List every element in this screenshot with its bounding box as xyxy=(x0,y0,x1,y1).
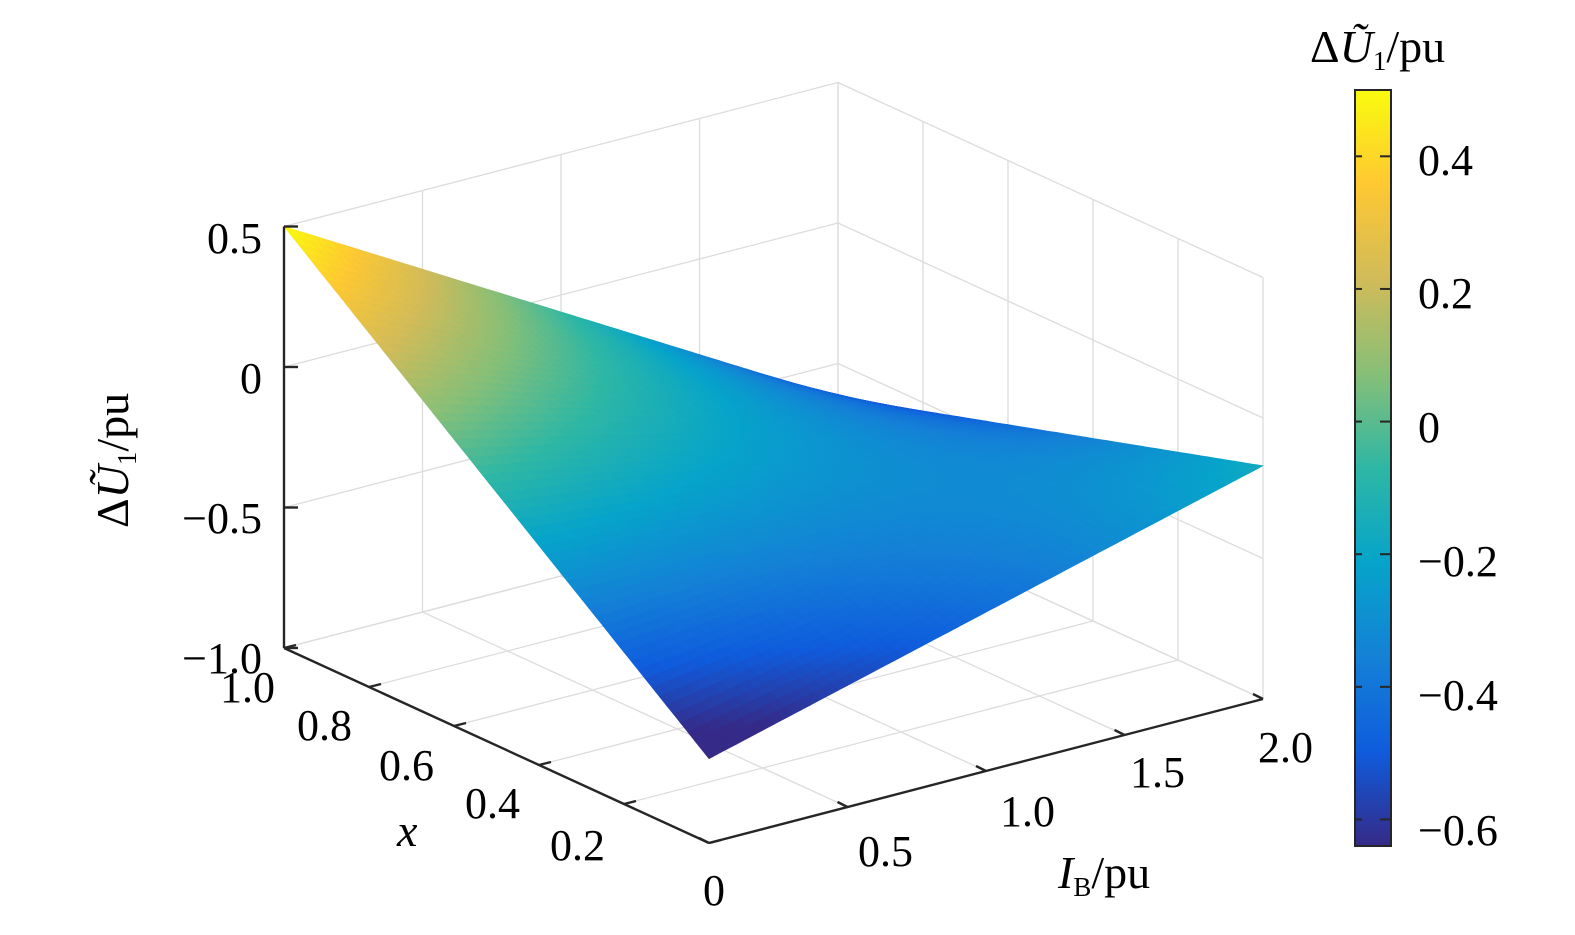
z-axis-ticks: 0.5 0 −0.5 −1.0 xyxy=(182,214,262,683)
colorbar-label-var: Ũ xyxy=(1340,21,1376,72)
y-tick-label: 2.0 xyxy=(1258,723,1313,772)
colorbar-tick-label: 0.2 xyxy=(1418,269,1473,318)
y-tick xyxy=(836,800,849,809)
colorbar-ticks xyxy=(1355,155,1391,821)
colorbar-label-prefix: Δ xyxy=(1310,21,1340,72)
wall-grid-line xyxy=(837,222,1264,419)
x-tick xyxy=(453,721,467,728)
y-tick xyxy=(1113,728,1126,737)
x-tick-label: 1.0 xyxy=(220,663,275,712)
colorbar-tick-label: −0.2 xyxy=(1418,537,1498,586)
wall-grid-line xyxy=(837,81,1264,279)
y-axis-label: IB/pu xyxy=(1057,847,1150,902)
colorbar xyxy=(1354,89,1392,847)
y-tick xyxy=(1252,692,1264,701)
colorbar-tick-labels: 0.4 0.2 0 −0.2 −0.4 −0.6 xyxy=(1418,136,1498,855)
axes-frame xyxy=(282,225,1264,845)
y-tick-label: 1.0 xyxy=(1000,787,1055,836)
wall-grid-line xyxy=(283,81,839,228)
wall-grid-line xyxy=(283,222,839,368)
x-tick-label: 0.2 xyxy=(550,821,605,870)
x-axis-line xyxy=(283,646,710,845)
colorbar-tick-label: −0.4 xyxy=(1418,671,1498,720)
z-axis-label-var: Ũ xyxy=(87,462,138,498)
z-tick-label: −0.5 xyxy=(182,494,262,543)
y-axis-label-sub: B xyxy=(1073,872,1091,902)
surface-mesh xyxy=(283,225,1264,760)
colorbar-label-sub: 1 xyxy=(1373,46,1387,76)
x-tick xyxy=(623,799,637,806)
colorbar-tick-label: −0.6 xyxy=(1418,806,1498,855)
x-axis-label: x xyxy=(396,805,418,856)
z-tick-label: 0 xyxy=(240,354,262,403)
y-tick xyxy=(975,764,987,773)
x-tick-label: 0.6 xyxy=(379,741,434,790)
z-axis-label-sub: 1 xyxy=(112,452,142,466)
x-tick xyxy=(368,682,382,689)
z-axis-label-prefix: Δ xyxy=(87,498,138,528)
z-tick-label: 0.5 xyxy=(207,214,262,263)
z-axis-label: ΔŨ1/pu xyxy=(87,393,142,528)
y-tick xyxy=(698,836,710,845)
y-axis-label-unit: /pu xyxy=(1091,847,1150,898)
floor-grid-line xyxy=(422,611,848,808)
z-tick-label: −1.0 xyxy=(182,634,262,683)
colorbar-label-unit: /pu xyxy=(1386,21,1445,72)
y-axis-label-var: I xyxy=(1057,847,1076,898)
surface-patch xyxy=(701,744,719,760)
x-tick xyxy=(538,760,552,767)
y-tick-label: 0.5 xyxy=(858,827,913,876)
x-axis-ticks: 0 0.2 0.4 0.6 0.8 1.0 xyxy=(220,663,725,915)
x-tick-label: 0 xyxy=(703,866,725,915)
z-axis-label-unit: /pu xyxy=(87,393,138,452)
colorbar-tick-label: 0.4 xyxy=(1418,136,1473,185)
colorbar-tick-label: 0 xyxy=(1418,403,1440,452)
x-tick-label: 0.4 xyxy=(465,779,520,828)
x-tick xyxy=(708,838,722,845)
y-tick-label: 1.5 xyxy=(1130,748,1185,797)
y-axis-ticks: 0.5 1.0 1.5 2.0 xyxy=(858,723,1313,876)
x-tick-label: 0.8 xyxy=(297,701,352,750)
colorbar-label: ΔŨ1/pu xyxy=(1310,21,1445,76)
x-tick xyxy=(283,643,297,650)
